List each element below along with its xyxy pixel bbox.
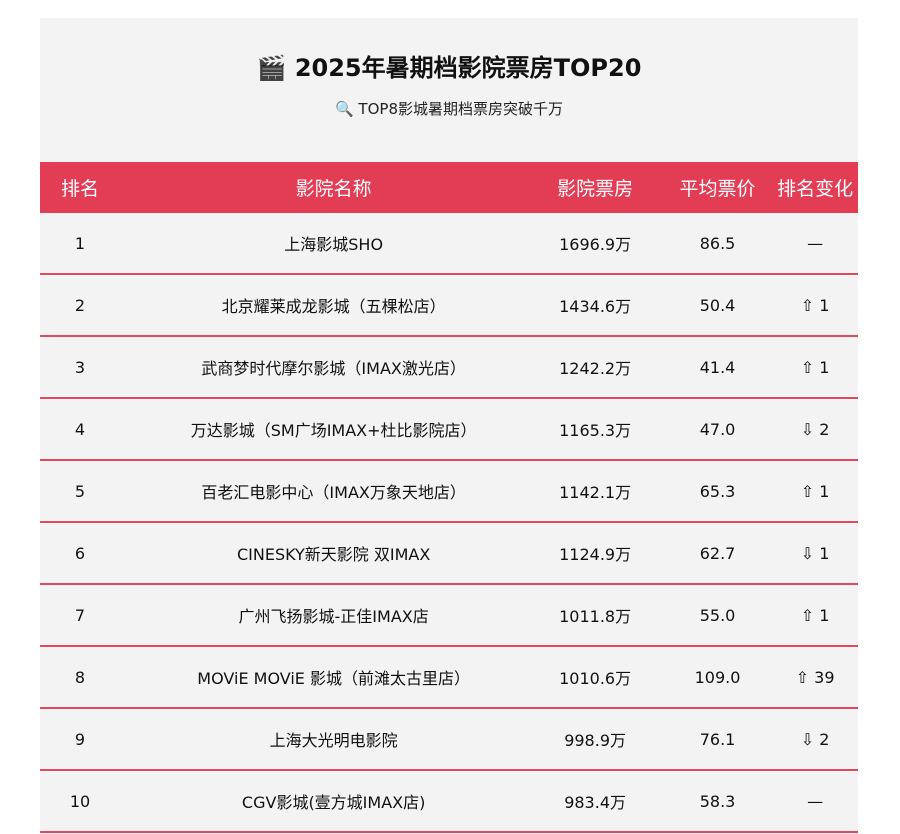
cell: ⇩ 2	[800, 729, 830, 749]
cell: 998.9万	[564, 731, 626, 750]
cell: 武商梦时代摩尔影城（IMAX激光店）	[201, 359, 466, 378]
table-row: 5 百老汇电影中心（IMAX万象天地店） 1142.1万 65.3 ⇧ 1	[40, 461, 858, 523]
table: 排名 影院名称 影院票房 平均票价 排名变化 1 上海影城SHO 1696.9万 86.5 — 2 北…	[40, 162, 858, 833]
cell: 41.4	[699, 357, 736, 377]
cell: ⇧ 1	[800, 295, 830, 315]
table-row: 9 上海大光明电影院 998.9万 76.1 ⇩ 2	[40, 709, 858, 771]
cell: 2	[74, 295, 86, 315]
cell: 百老汇电影中心（IMAX万象天地店）	[201, 483, 466, 502]
cell: 1	[74, 233, 86, 253]
table-row: 1 上海影城SHO 1696.9万 86.5 —	[40, 213, 858, 275]
cell: 万达影城（SM广场IMAX+杜比影院店）	[190, 421, 477, 440]
table-row: 8 MOViE MOViE 影城（前滩太古里店） 1010.6万 109.0 ⇧ 39	[40, 647, 858, 709]
cell: 1124.9万	[559, 545, 632, 564]
table-row: 3 武商梦时代摩尔影城（IMAX激光店） 1242.2万 41.4 ⇧ 1	[40, 337, 858, 399]
cell: —	[807, 791, 824, 811]
cell: 广州飞扬影城-正佳IMAX店	[238, 607, 429, 626]
cell: ⇩ 1	[800, 543, 830, 563]
column-header: 影院名称	[295, 178, 372, 200]
cell: 8	[74, 667, 86, 687]
column-header: 影院票房	[557, 178, 634, 200]
cell: 10	[69, 791, 91, 811]
cell: 北京耀莱成龙影城（五棵松店）	[221, 297, 446, 316]
column-header: 平均票价	[679, 178, 756, 200]
cell: 983.4万	[564, 793, 626, 812]
cell: ⇩ 2	[800, 419, 830, 439]
cell: 65.3	[699, 481, 736, 501]
cell: —	[807, 233, 824, 253]
table-row: 6 CINESKY新天影院 双IMAX 1124.9万 62.7 ⇩ 1	[40, 523, 858, 585]
cell: 109.0	[694, 667, 741, 687]
subtitle: 🔍 TOP8影城暑期档票房突破千万	[334, 100, 563, 118]
cell: ⇧ 39	[795, 667, 835, 687]
table-row: 4 万达影城（SM广场IMAX+杜比影院店） 1165.3万 47.0 ⇩ 2	[40, 399, 858, 461]
cell: 86.5	[699, 233, 736, 253]
cell: 4	[74, 419, 86, 439]
cell: 1242.2万	[559, 359, 632, 378]
column-header: 排名变化	[777, 178, 854, 200]
cell: 1434.6万	[559, 297, 632, 316]
column-header: 排名	[60, 178, 99, 200]
cell: 62.7	[699, 543, 736, 563]
cell: 47.0	[699, 419, 736, 439]
cell: 1011.8万	[559, 607, 632, 626]
cell: 50.4	[699, 295, 736, 315]
cell: 上海影城SHO	[284, 235, 384, 254]
cell: 1010.6万	[559, 669, 632, 688]
cell: 1142.1万	[559, 483, 632, 502]
table-row: 2 北京耀莱成龙影城（五棵松店） 1434.6万 50.4 ⇧ 1	[40, 275, 858, 337]
cell: CINESKY新天影院 双IMAX	[236, 545, 431, 564]
cell: 76.1	[699, 729, 736, 749]
card: 🎬 2025年暑期档影院票房TOP20 🔍 TOP8影城暑期档票房突破千万 排名…	[40, 18, 858, 834]
table-row: 7 广州飞扬影城-正佳IMAX店 1011.8万 55.0 ⇧ 1	[40, 585, 858, 647]
cell: ⇧ 1	[800, 605, 830, 625]
cell: 55.0	[699, 605, 736, 625]
table-row: 10 CGV影城(壹方城IMAX店) 983.4万 58.3 —	[40, 771, 858, 833]
cell: 9	[74, 729, 86, 749]
cell: ⇧ 1	[800, 481, 830, 501]
cell: 1165.3万	[559, 421, 632, 440]
cell: 3	[74, 357, 86, 377]
cell: CGV影城(壹方城IMAX店)	[241, 793, 426, 812]
cell: 7	[74, 605, 86, 625]
cell: 6	[74, 543, 86, 563]
cell: 5	[74, 481, 86, 501]
cell: 58.3	[699, 791, 736, 811]
cell: 1696.9万	[559, 235, 632, 254]
header-row: 排名 影院名称 影院票房 平均票价 排名变化	[40, 162, 858, 213]
cell: 上海大光明电影院	[269, 731, 398, 750]
cell: ⇧ 1	[800, 357, 830, 377]
title: 🎬 2025年暑期档影院票房TOP20	[256, 54, 642, 82]
cell: MOViE MOViE 影城（前滩太古里店）	[197, 669, 470, 688]
